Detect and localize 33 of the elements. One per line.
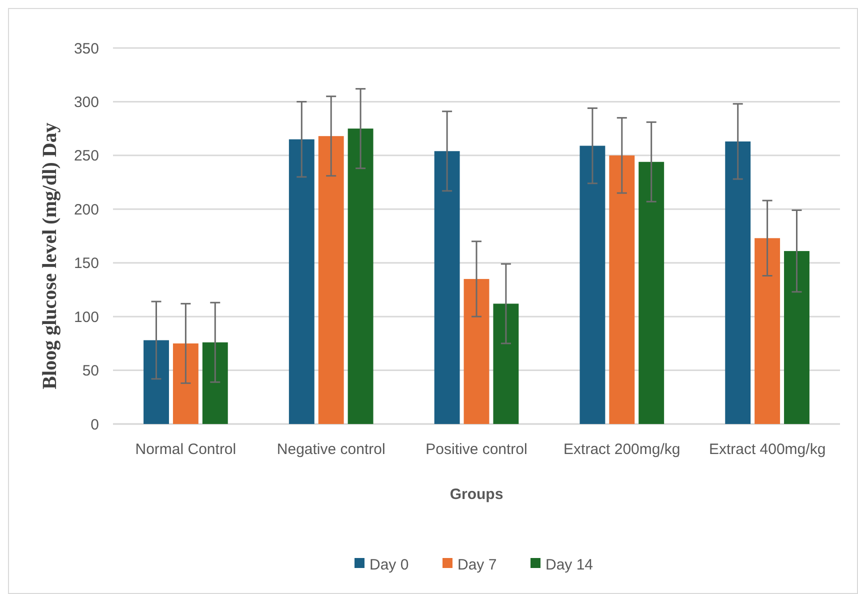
bar	[202, 342, 228, 424]
x-tick-label: Extract 200mg/kg	[564, 441, 680, 458]
bar	[638, 162, 664, 424]
legend-label: Day 7	[458, 556, 497, 574]
y-tick-label: 0	[90, 416, 99, 434]
bar	[144, 340, 169, 424]
x-tick-label: Extract 400mg/kg	[708, 441, 826, 458]
y-tick-label: 350	[74, 40, 99, 58]
bar	[580, 146, 606, 424]
bar	[318, 136, 344, 424]
bar	[725, 141, 751, 424]
y-tick-label: 150	[74, 255, 99, 272]
y-tick-label: 100	[74, 308, 99, 326]
x-tick-label: Positive control	[426, 441, 528, 458]
bar	[609, 155, 635, 424]
x-tick-label: Negative control	[276, 441, 386, 458]
legend-label: Day 0	[370, 556, 409, 574]
bar	[464, 278, 490, 424]
bar	[288, 139, 314, 424]
bar	[434, 151, 460, 424]
legend-label: Day 14	[546, 556, 594, 574]
y-tick-label: 50	[82, 362, 99, 380]
y-tick-label: 300	[74, 94, 99, 111]
x-tick-label: Normal Control	[135, 441, 236, 458]
y-tick-label: 250	[74, 148, 99, 165]
bar	[348, 128, 374, 424]
bar	[493, 304, 519, 424]
y-axis-title: Bloog glucose level (mg/dl) Day	[39, 122, 61, 390]
x-axis-title: Groups	[450, 486, 504, 503]
bar	[784, 251, 810, 424]
bar	[754, 238, 780, 424]
bar	[172, 343, 198, 424]
y-tick-label: 200	[74, 201, 99, 218]
